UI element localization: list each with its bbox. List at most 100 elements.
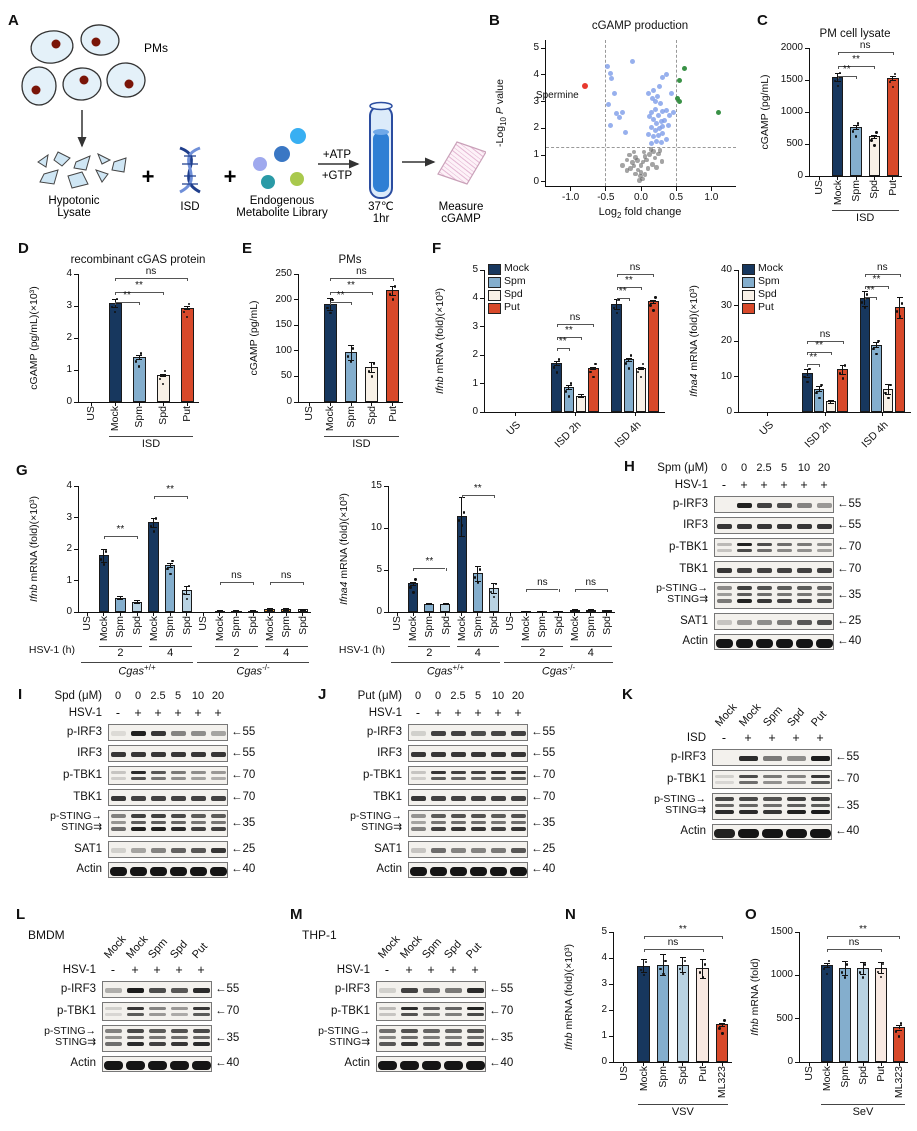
x-tick-label-text: Spd: [439, 616, 452, 635]
band: [451, 796, 466, 801]
x-tick-label: ISD 4h: [612, 419, 644, 451]
data-point: [331, 298, 334, 302]
x-tick: [103, 612, 105, 616]
band: [430, 866, 447, 876]
band: [131, 821, 146, 824]
band: [171, 731, 186, 736]
band: [811, 781, 830, 784]
data-point: [412, 591, 415, 594]
sig-line: [103, 536, 137, 538]
dose-value: 20: [211, 690, 225, 702]
x-axis-caption: HSV-1 (h): [28, 644, 75, 656]
band: [105, 1029, 122, 1033]
x-tick-label-text: ML323: [893, 1066, 905, 1099]
mw-marker: ←40: [231, 863, 256, 875]
error-cap: [389, 285, 396, 287]
y-tick-label: 30: [720, 299, 732, 311]
data-point: [492, 595, 496, 599]
mw-marker: ←55: [837, 497, 862, 510]
data-point: [159, 377, 162, 381]
data-point: [862, 976, 865, 979]
data-point: [489, 590, 493, 594]
sig-line: [526, 589, 559, 591]
blot-box: [376, 1002, 486, 1021]
band: [757, 549, 772, 552]
y-tick-label: 4: [472, 292, 478, 304]
sig-label: ns: [569, 311, 581, 323]
y-tick-label: 0: [601, 1056, 607, 1067]
row-label: TBK1: [73, 790, 102, 803]
band: [171, 1036, 188, 1039]
x-tick-label: Put: [887, 180, 899, 212]
band: [491, 777, 506, 780]
data-point: [884, 391, 887, 395]
gray-point: [620, 163, 625, 168]
band: [379, 1029, 396, 1033]
error-cap: [100, 549, 107, 550]
panel-I-blot: I Spd (μM) 0 0 2.5 5 10 20 HSV-1- + + + + + p-IRF3 ←55 I…: [16, 686, 311, 904]
x-tick: [634, 412, 636, 416]
panel-letter: E: [242, 240, 253, 257]
x-tick: [138, 402, 140, 406]
blot-box: [108, 745, 228, 762]
band: [511, 826, 526, 831]
blue-point: [620, 109, 626, 115]
x-tick: [308, 402, 310, 406]
band: [127, 1041, 144, 1046]
data-point: [823, 967, 826, 971]
x-tick-label-text: Spd: [857, 1066, 869, 1085]
band: [811, 775, 830, 778]
mw-marker: ←55: [489, 982, 514, 995]
gray-point: [637, 178, 642, 183]
data-point: [154, 517, 157, 520]
error-cap: [266, 609, 273, 611]
row-label: p-IRF3: [672, 497, 708, 510]
band: [467, 1029, 484, 1033]
band: [445, 1013, 462, 1016]
blue-point: [660, 124, 666, 130]
x-tick-label-text: Spm: [114, 616, 127, 638]
y-tick-label: 0: [286, 396, 292, 407]
lysate-icon: [37, 151, 127, 189]
band: [431, 796, 446, 801]
sig-tick: [653, 274, 655, 278]
error-bar: [169, 562, 171, 567]
blot-box: [408, 766, 528, 785]
band: [111, 771, 126, 774]
data-point: [681, 972, 685, 975]
mw-marker: ←70: [215, 1004, 240, 1017]
band: [739, 809, 758, 814]
row-label: STING⇉: [61, 821, 102, 833]
sig-tick: [351, 302, 352, 306]
band: [817, 549, 832, 552]
x-tick-label-text: Spd: [296, 616, 309, 635]
blue-point: [663, 72, 669, 78]
sig-tick: [556, 348, 558, 352]
blue-point: [651, 116, 657, 122]
data-point: [852, 130, 855, 133]
x-axis-caption: HSV-1 (h): [338, 644, 385, 656]
y-tick: [74, 485, 79, 487]
band: [401, 1007, 418, 1010]
x-tick-label: Spd: [488, 616, 500, 648]
band: [401, 1013, 418, 1016]
lane-label: Spm: [761, 704, 786, 729]
panel-L-blot: L BMDM Mock Mock Spm Spd Put HSV-1- + + + + p-IRF3 ←5…: [14, 906, 292, 1131]
y-tick: [541, 154, 546, 156]
legend-swatch: [742, 290, 755, 301]
band: [797, 543, 812, 546]
plot-area: 0 50 100 150 200 250 US Mock Spm Spd Put ns ** ** ISD: [275, 266, 403, 450]
y-tick: [480, 354, 485, 356]
x-tick-label: US: [197, 616, 209, 648]
band: [817, 593, 832, 596]
data-point: [116, 297, 119, 301]
data-point: [888, 81, 892, 84]
band: [510, 866, 527, 876]
chart-title: PMs: [338, 254, 362, 266]
row-label: SAT1: [374, 842, 402, 855]
bar-Mock: [637, 965, 650, 1062]
band: [717, 586, 732, 590]
band: [511, 821, 526, 824]
sig-label: **: [123, 290, 131, 302]
band: [111, 731, 126, 736]
